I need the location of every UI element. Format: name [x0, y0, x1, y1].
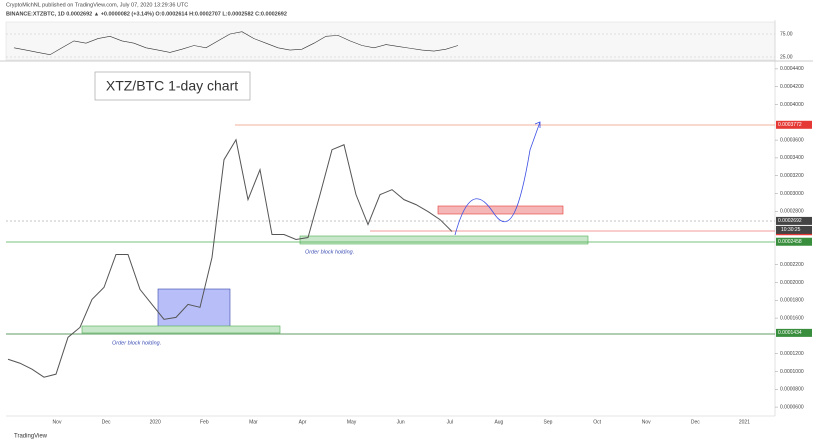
price-line	[7, 138, 453, 378]
y-tick-label: 0.0003600	[780, 137, 804, 143]
price-tag-label: 0.0002692	[778, 218, 802, 224]
y-tick-label: 0.0001200	[780, 351, 804, 357]
price-tag	[776, 216, 812, 225]
x-tick-label: Mar	[249, 419, 258, 425]
price-tag-label: 0.0002458	[778, 239, 802, 245]
x-tick-label: Nov	[642, 419, 651, 425]
y-tick-label: 0.0003200	[780, 173, 804, 179]
y-tick-label: 0.0004000	[780, 102, 804, 108]
countdown-tag	[776, 225, 812, 234]
y-tick-label: 0.0001600	[780, 315, 804, 321]
y-tick-label: 0.0002800	[780, 209, 804, 215]
countdown: 10:30:25	[781, 227, 801, 233]
red-zone	[437, 205, 564, 215]
projection-arrow	[534, 121, 541, 128]
price-tag	[776, 237, 812, 246]
y-tick-label: 0.0001800	[780, 298, 804, 304]
green-zone	[81, 325, 281, 334]
x-tick-label: Feb	[200, 419, 209, 425]
x-tick-label: 2020	[150, 419, 161, 425]
annotation: Order block holding.	[305, 249, 354, 255]
header-line2: BINANCE:XTZBTC, 1D 0.0002692 ▲ +0.000008…	[6, 11, 287, 17]
x-tick-label: Nov	[53, 419, 62, 425]
y-tick-label: 0.0004400	[780, 66, 804, 72]
rsi-tick-label: 25.00	[780, 54, 793, 60]
x-tick-label: Sep	[544, 419, 553, 425]
price-tag	[776, 328, 812, 337]
rsi-tick-label: 75.00	[780, 31, 793, 37]
annotation: Order block holding.	[112, 340, 161, 346]
x-tick-label: Aug	[494, 419, 503, 425]
y-tick-label: 0.0002200	[780, 262, 804, 268]
y-tick-label: 0.0003400	[780, 155, 804, 161]
y-tick-label: 0.0003000	[780, 191, 804, 197]
y-tick-label: 0.0001000	[780, 369, 804, 375]
annotation-box	[94, 71, 251, 101]
x-tick-label: Dec	[102, 419, 111, 425]
x-tick-label: Dec	[691, 419, 700, 425]
green-zone	[299, 235, 589, 245]
x-tick-label: 2021	[739, 419, 750, 425]
price-tag-label: 0.0001434	[778, 330, 802, 336]
x-tick-label: Oct	[593, 419, 601, 425]
x-tick-label: Jun	[397, 419, 405, 425]
y-tick-label: 0.0004200	[780, 84, 804, 90]
rsi-pane	[5, 21, 776, 61]
rsi-line	[13, 31, 459, 56]
y-tick-label: 0.0000800	[780, 387, 804, 393]
price-tag	[776, 120, 812, 129]
y-tick-label: 0.0000600	[780, 404, 804, 410]
x-tick-label: Jul	[447, 419, 453, 425]
price-tag-label: 0.0003772	[778, 122, 802, 128]
y-tick-label: 0.0002000	[780, 280, 804, 286]
blue-zone	[157, 288, 231, 332]
annotation-box-text: XTZ/BTC 1-day chart	[106, 78, 238, 94]
x-tick-label: May	[347, 419, 357, 425]
footer-logo: TradingView	[14, 434, 48, 440]
projection-path	[454, 121, 541, 236]
header-line1: CryptoMichNL published on TradingView.co…	[6, 2, 188, 8]
x-tick-label: Apr	[299, 419, 307, 425]
